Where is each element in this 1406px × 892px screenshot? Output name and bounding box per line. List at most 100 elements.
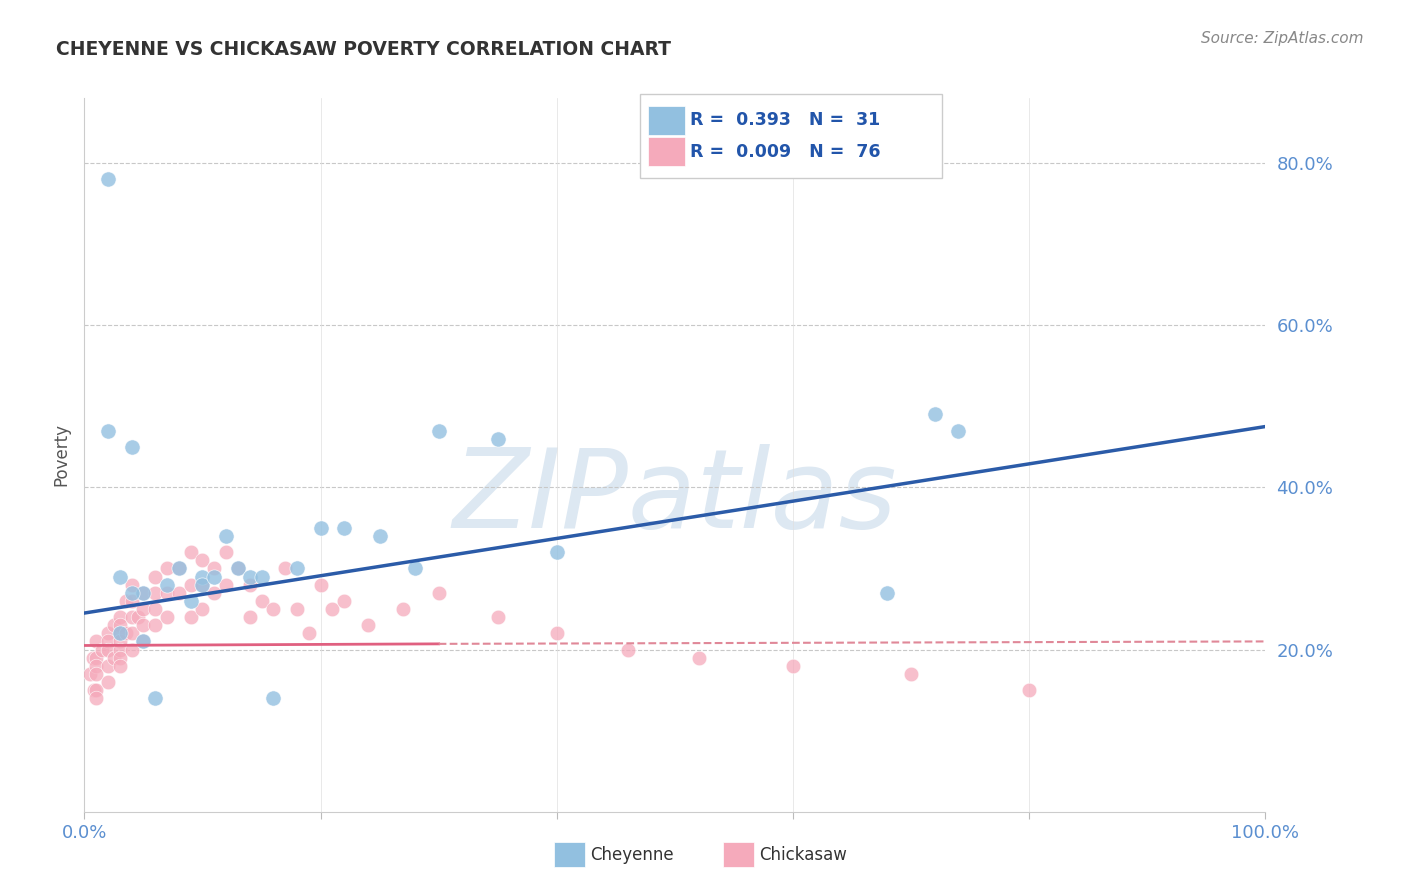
Point (108, 569, 131, 583)
Point (108, 642, 131, 657)
Point (97, 675, 120, 690)
Point (202, 561, 225, 575)
Point (180, 594, 202, 608)
Point (392, 602, 415, 616)
Point (83, 683, 105, 698)
Text: Chickasaw: Chickasaw (759, 846, 846, 863)
Point (143, 691, 166, 706)
Point (191, 602, 214, 616)
Point (108, 626, 131, 640)
Point (215, 529, 238, 543)
Point (333, 594, 356, 608)
Point (876, 586, 898, 600)
Point (114, 626, 136, 640)
Point (239, 610, 262, 624)
Point (404, 561, 426, 575)
Point (202, 586, 225, 600)
Point (84, 691, 107, 706)
Point (357, 618, 380, 632)
Point (121, 586, 143, 600)
Point (180, 545, 202, 559)
Point (121, 577, 143, 591)
Point (127, 610, 149, 624)
Point (191, 577, 214, 591)
Point (156, 586, 179, 600)
Point (546, 545, 568, 559)
Point (333, 521, 356, 535)
Point (143, 586, 166, 600)
Point (782, 658, 804, 673)
Point (191, 569, 214, 583)
Point (948, 424, 970, 438)
Point (132, 586, 155, 600)
Point (167, 561, 190, 575)
Point (84, 666, 107, 681)
Point (900, 666, 922, 681)
Point (924, 408, 946, 422)
Point (180, 577, 202, 591)
Point (108, 650, 131, 665)
Point (321, 602, 343, 616)
Point (285, 602, 308, 616)
Point (91, 642, 114, 657)
Point (167, 561, 190, 575)
Point (114, 594, 136, 608)
Point (180, 610, 202, 624)
Point (250, 569, 273, 583)
Text: R =  0.009   N =  76: R = 0.009 N = 76 (690, 143, 880, 161)
Point (108, 618, 131, 632)
Point (97, 658, 120, 673)
Point (191, 553, 214, 567)
Point (79, 666, 101, 681)
Point (132, 602, 155, 616)
Point (285, 561, 308, 575)
Point (274, 561, 297, 575)
Point (309, 577, 332, 591)
Point (143, 618, 166, 632)
Point (143, 569, 166, 583)
Point (239, 569, 262, 583)
Point (688, 650, 710, 665)
Point (215, 577, 238, 591)
Point (121, 642, 143, 657)
Point (132, 618, 155, 632)
Point (84, 683, 107, 698)
Text: R =  0.393   N =  31: R = 0.393 N = 31 (690, 112, 880, 129)
Point (156, 561, 179, 575)
Point (226, 561, 249, 575)
Point (97, 634, 120, 648)
Y-axis label: Poverty: Poverty (52, 424, 70, 486)
Point (546, 626, 568, 640)
Point (132, 586, 155, 600)
Point (616, 642, 638, 657)
Point (84, 650, 107, 665)
Point (427, 586, 450, 600)
Point (97, 172, 120, 186)
Point (309, 521, 332, 535)
Point (108, 610, 131, 624)
Point (298, 626, 321, 640)
Point (82, 650, 104, 665)
Point (84, 658, 107, 673)
Point (226, 561, 249, 575)
Point (486, 610, 509, 624)
Point (121, 594, 143, 608)
Point (103, 650, 125, 665)
Point (84, 634, 107, 648)
Text: ZIPatlas: ZIPatlas (453, 444, 897, 551)
Point (97, 424, 120, 438)
Point (167, 586, 190, 600)
Point (121, 610, 143, 624)
Point (132, 634, 155, 648)
Point (156, 610, 179, 624)
Text: Source: ZipAtlas.com: Source: ZipAtlas.com (1201, 31, 1364, 46)
Point (427, 424, 450, 438)
Point (486, 432, 509, 446)
Point (262, 691, 284, 706)
Point (1018, 683, 1040, 698)
Text: Cheyenne: Cheyenne (591, 846, 673, 863)
Point (202, 569, 225, 583)
Point (108, 626, 131, 640)
Point (108, 658, 131, 673)
Point (121, 626, 143, 640)
